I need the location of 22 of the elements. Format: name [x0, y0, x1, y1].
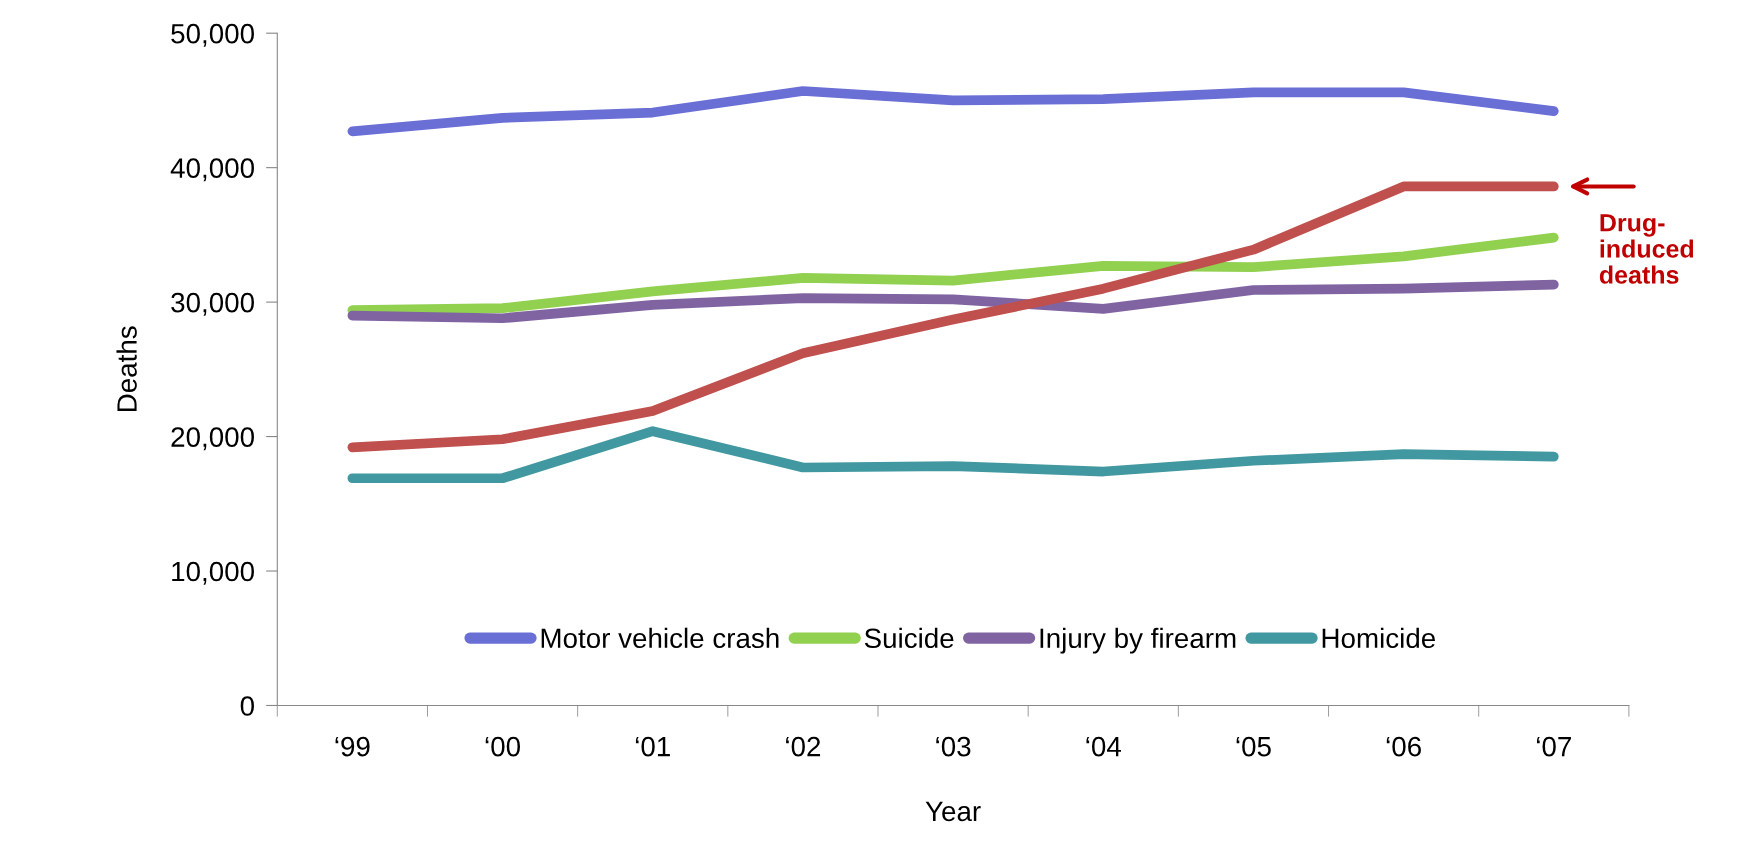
legend-label: Suicide [864, 627, 954, 649]
x-tick-label: ‘04 [1086, 736, 1121, 757]
x-tick-label: ‘07 [1537, 736, 1571, 757]
x-tick-label: ‘01 [635, 736, 670, 757]
x-tick-label: ‘00 [485, 736, 521, 757]
legend-label: Motor vehicle crash [541, 627, 779, 649]
annotation: Drug-induced deaths [1599, 214, 1694, 284]
x-tick-label: ‘05 [1236, 736, 1271, 757]
x-tick-label: ‘99 [335, 736, 370, 757]
y-tick-label: 0 [240, 696, 254, 716]
legend-label: Homicide [1322, 627, 1435, 649]
y-tick-label: 10,000 [172, 561, 254, 585]
x-tick-label: ‘03 [936, 736, 971, 757]
x-tick-label: ‘06 [1386, 736, 1421, 757]
y-tick-label: 20,000 [171, 427, 254, 451]
y-tick-label: 40,000 [170, 158, 254, 182]
x-axis-title: Year [925, 801, 981, 822]
legend-label: Injury by firearm [1040, 627, 1236, 654]
x-tick-label: ‘02 [786, 736, 821, 757]
y-tick-label: 50,000 [171, 23, 254, 47]
y-axis-title: Deaths [116, 326, 137, 412]
y-tick-label: 30,000 [171, 292, 254, 316]
